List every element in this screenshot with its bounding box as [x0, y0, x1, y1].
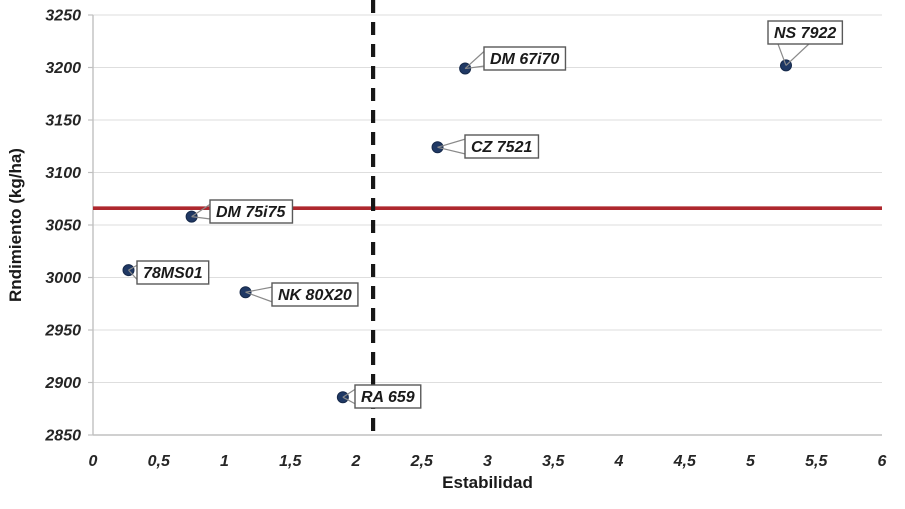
callout-leader-line — [245, 286, 273, 293]
x-tick-label: 3 — [483, 453, 492, 470]
x-tick-label: 0 — [89, 453, 98, 470]
y-tick-label: 3050 — [45, 218, 81, 235]
callout-leader-line — [785, 43, 810, 66]
point-callout-label: NS 7922 — [774, 25, 836, 42]
callout-leader-line — [191, 203, 211, 218]
point-callout-box — [209, 199, 294, 224]
point-callout-box — [136, 260, 210, 285]
y-tick-label: 2950 — [44, 323, 81, 340]
y-tick-label: 3200 — [45, 60, 81, 77]
x-tick-label: 0,5 — [148, 453, 171, 470]
x-tick-label: 1,5 — [279, 453, 302, 470]
callout-leader-line — [342, 388, 356, 398]
point-callout-box — [483, 46, 567, 71]
point-callout-label: CZ 7521 — [471, 139, 532, 156]
x-tick-label: 4 — [614, 453, 624, 470]
point-callout-box — [354, 384, 422, 409]
x-tick-label: 5,5 — [805, 453, 828, 470]
x-tick-label: 6 — [878, 453, 887, 470]
x-tick-label: 5 — [746, 453, 756, 470]
callout-leader-line — [128, 269, 138, 281]
callout-leader-line — [128, 264, 138, 271]
y-tick-label: 3000 — [45, 270, 81, 287]
y-tick-label: 2850 — [44, 428, 81, 445]
point-callout-label: DM 75i75 — [216, 204, 286, 221]
x-tick-label: 2,5 — [410, 453, 434, 470]
x-tick-label: 1 — [220, 453, 229, 470]
callout-leader-line — [437, 146, 466, 155]
callout-leader-line — [437, 138, 466, 148]
point-callout-label: NK 80X20 — [278, 287, 352, 304]
y-axis-title: Rndimiento (kg/ha) — [6, 148, 25, 302]
callout-leader-line — [464, 50, 485, 69]
y-tick-label: 2900 — [44, 375, 81, 392]
callout-leader-line — [245, 291, 273, 303]
point-callout-box — [271, 282, 359, 307]
callout-leader-line — [191, 216, 211, 220]
callout-leader-line — [465, 65, 485, 70]
x-axis-title: Estabilidad — [442, 473, 533, 492]
x-tick-label: 4,5 — [673, 453, 697, 470]
y-tick-label: 3250 — [45, 8, 81, 25]
x-tick-label: 2 — [351, 453, 361, 470]
callout-leader-line — [777, 43, 787, 66]
point-callout-label: DM 67i70 — [490, 51, 559, 68]
y-tick-label: 3100 — [45, 165, 81, 182]
x-tick-label: 3,5 — [542, 453, 565, 470]
point-callout-label: RA 659 — [361, 389, 415, 406]
point-callout-box — [767, 20, 844, 45]
y-tick-label: 3150 — [45, 113, 81, 130]
point-callout-box — [464, 134, 540, 159]
point-callout-label: 78MS01 — [143, 265, 203, 282]
callout-leader-line — [342, 396, 356, 405]
